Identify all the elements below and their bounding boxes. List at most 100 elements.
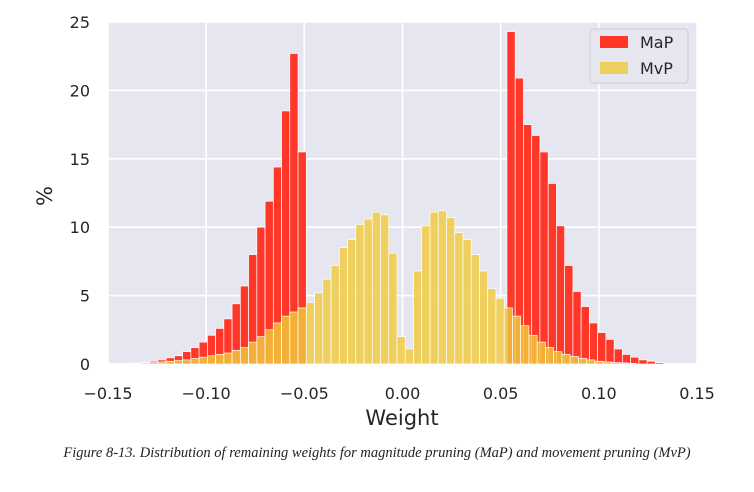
y-tick-label: 20 [70,81,90,100]
legend-label-mvp: MvP [640,59,673,78]
legend-swatch-mvp [600,62,628,74]
bar-mvp [289,311,299,365]
bar-mvp [223,352,233,365]
x-axis-title: Weight [365,406,438,430]
bar-mvp [347,239,357,365]
bar-mvp [314,292,324,365]
tick-labels: −0.15 −0.10 −0.05 0.00 0.05 0.10 0.15 0 5 10 15 20 2… [70,13,715,403]
bar-mvp [198,356,208,365]
weight-distribution-chart: −0.15 −0.10 −0.05 0.00 0.05 0.10 0.15 0 5 10 15 20 2… [33,13,715,430]
figure-caption: Figure 8-13. Distribution of remaining w… [63,445,691,461]
bar-mvp [215,354,225,365]
legend-swatch-map [600,36,628,48]
bar-map [572,291,582,365]
bar-mvp [503,307,513,365]
bar-mvp [413,270,423,365]
bar-mvp [272,322,282,365]
bar-mvp [256,336,266,365]
bar-mvp [281,315,291,365]
bar-map [613,348,623,365]
bar-mvp [363,218,373,365]
bar-mvp [528,334,538,365]
bar-mvp [586,359,596,365]
bar-mvp [248,341,258,365]
bar-mvp [264,329,274,365]
bar-map [547,183,557,365]
bar-map [646,360,656,365]
bar-mvp [421,225,431,365]
bar-mvp [578,358,588,365]
bar-mvp [355,224,365,365]
bar-mvp [446,217,456,365]
y-tick-label: 0 [80,355,90,374]
x-tick-label: 0.05 [483,384,519,403]
bar-map [663,362,673,365]
bar-mvp [594,360,604,365]
y-tick-label: 25 [70,13,90,32]
bar-mvp [206,355,216,365]
bar-mvp [157,361,167,365]
bar-mvp [239,347,249,365]
x-tick-label: 0.10 [581,384,617,403]
bar-mvp [561,354,571,365]
bar-mvp [141,362,150,365]
bar-map [605,339,615,365]
x-tick-label: −0.05 [280,384,329,403]
bar-mvp [338,247,348,365]
y-axis-title: % [33,186,57,206]
bar-mvp [462,239,472,365]
bar-map [589,322,599,365]
bar-map [580,306,590,365]
bar-mvp [322,278,332,365]
bar-mvp [569,356,579,365]
bar-mvp [520,325,530,365]
bar-mvp [602,361,612,365]
bar-mvp [487,288,497,365]
bar-mvp [388,252,398,365]
bar-mvp [553,351,563,365]
bar-mvp [454,232,464,365]
bar-mvp [380,214,390,365]
bar-map [597,332,607,365]
bar-mvp [627,362,637,365]
bar-mvp [149,362,159,365]
series-mvp-bars [124,210,637,365]
bar-mvp [371,211,381,365]
bar-mvp [305,302,315,365]
bar-mvp [165,360,175,365]
y-tick-label: 15 [70,150,90,169]
bar-mvp [437,210,447,365]
bar-mvp [429,211,439,365]
x-tick-label: −0.10 [182,384,231,403]
bar-map [638,359,648,365]
bar-mvp [545,347,555,365]
bar-map [556,225,566,365]
bar-map [655,362,664,365]
x-tick-label: 0.00 [385,384,421,403]
bar-mvp [174,360,183,365]
bar-mvp [495,297,505,365]
bar-map [564,265,574,365]
legend: MaP MvP [589,28,689,84]
bar-mvp [182,359,192,365]
bar-mvp [619,362,629,365]
x-tick-label: −0.15 [83,384,132,403]
bar-mvp [479,270,489,365]
bar-mvp [396,336,406,365]
bar-map [531,135,541,365]
histogram-bars [124,31,673,365]
y-tick-label: 10 [70,218,90,237]
bar-map [539,151,549,365]
legend-label-map: MaP [640,33,674,52]
bar-mvp [190,358,200,365]
bar-mvp [470,254,480,365]
y-tick-label: 5 [80,287,90,306]
x-tick-label: 0.15 [679,384,715,403]
bar-mvp [132,362,142,365]
bar-mvp [330,265,340,365]
bar-mvp [297,307,307,365]
bar-mvp [512,315,522,365]
bar-mvp [611,362,620,365]
bar-mvp [536,341,546,365]
bar-mvp [231,349,241,365]
